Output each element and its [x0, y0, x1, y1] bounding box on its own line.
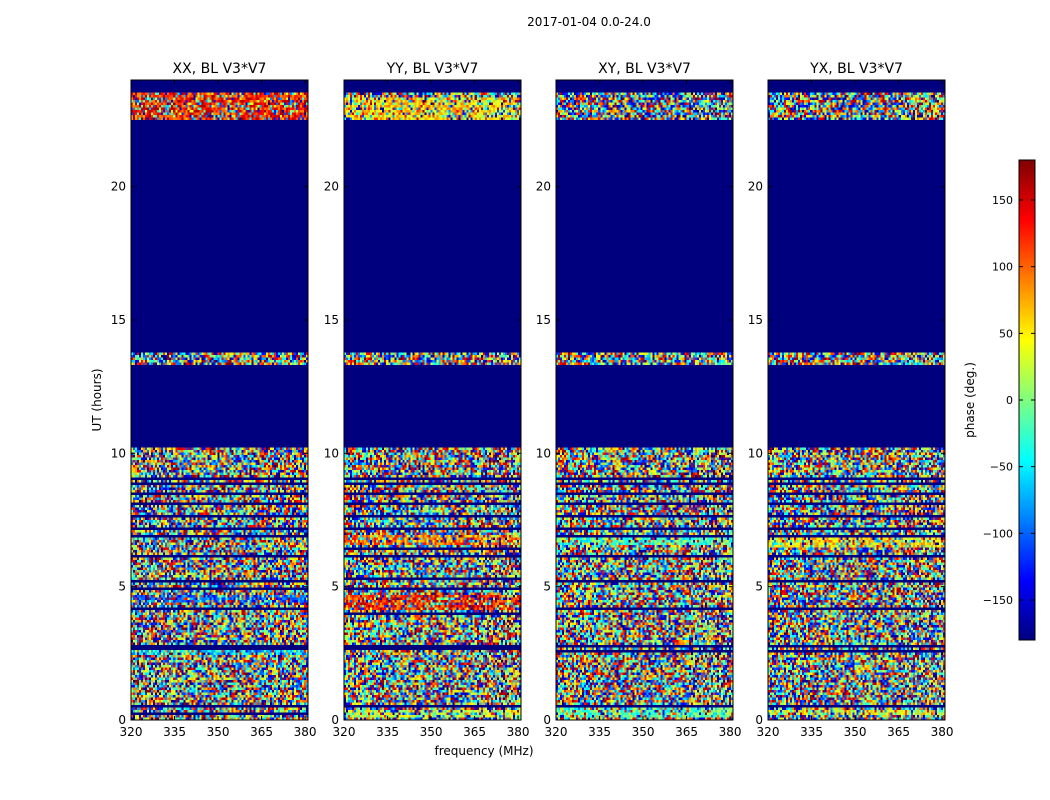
- panel-frame: [555, 79, 734, 721]
- colorbar-tick-label: 100: [992, 261, 1013, 274]
- y-tick-label: 10: [536, 446, 551, 460]
- colorbar-tick-label: 50: [999, 327, 1013, 340]
- panel-title: XY, BL V3*V7: [598, 61, 691, 77]
- colorbar-ticks: 150 100 50 0 −50 −100 −150: [983, 194, 1035, 607]
- panel-frame: [343, 79, 522, 721]
- x-tick-label: 365: [250, 725, 273, 739]
- x-tick-label: 335: [376, 725, 399, 739]
- x-tick-label: 320: [545, 725, 568, 739]
- x-tick-label: 365: [463, 725, 486, 739]
- y-tick-label: 20: [536, 180, 551, 194]
- x-tick-label: 380: [719, 725, 742, 739]
- panel-title: YX, BL V3*V7: [809, 61, 903, 77]
- y-tick-label: 10: [111, 446, 126, 460]
- x-tick-label: 350: [420, 725, 443, 739]
- x-tick-label: 320: [120, 725, 143, 739]
- panel-frame: [130, 79, 309, 721]
- y-tick-label: 10: [748, 446, 763, 460]
- x-tick-label: 365: [675, 725, 698, 739]
- y-tick-label: 20: [324, 180, 339, 194]
- heatmap-raster: [344, 80, 521, 720]
- x-tick-label: 320: [333, 725, 356, 739]
- panel-title: YY, BL V3*V7: [386, 61, 479, 77]
- panel-1: XX, BL V3*V7 320 335 350 365 380 0 5 10 15 20: [111, 61, 317, 739]
- panel-frame: [767, 79, 946, 721]
- x-tick-label: 350: [207, 725, 230, 739]
- y-tick-label: 0: [331, 713, 339, 727]
- y-tick-label: 15: [111, 313, 126, 327]
- x-tick-label: 380: [931, 725, 954, 739]
- panel-title: XX, BL V3*V7: [173, 61, 267, 77]
- x-tick-label: 335: [800, 725, 823, 739]
- y-tick-label: 10: [324, 446, 339, 460]
- x-tick-label: 380: [294, 725, 317, 739]
- y-tick-label: 15: [536, 313, 551, 327]
- x-tick-label: 335: [163, 725, 186, 739]
- y-axis-label: UT (hours): [90, 368, 104, 431]
- x-tick-label: 335: [588, 725, 611, 739]
- x-tick-label: 350: [632, 725, 655, 739]
- colorbar-tick-label: −50: [990, 461, 1013, 474]
- colorbar-tick-label: 150: [992, 194, 1013, 207]
- figure-title: 2017-01-04 0.0-24.0: [527, 15, 651, 29]
- x-tick-label: 380: [507, 725, 530, 739]
- y-tick-label: 5: [331, 580, 339, 594]
- colorbar: 150 100 50 0 −50 −100 −150 phase (deg.): [963, 159, 1036, 641]
- colorbar-tick-label: −150: [983, 594, 1013, 607]
- x-axis-label: frequency (MHz): [434, 744, 533, 758]
- y-tick-label: 15: [324, 313, 339, 327]
- heatmap-raster: [131, 80, 308, 720]
- colorbar-tick-label: 0: [1006, 394, 1013, 407]
- y-tick-label: 5: [543, 580, 551, 594]
- panel-2: YY, BL V3*V7 320 335 350 365 380 0 5 10 15 20: [324, 61, 530, 739]
- x-tick-label: 320: [757, 725, 780, 739]
- colorbar-tick-label: −100: [983, 527, 1013, 540]
- y-tick-label: 20: [748, 180, 763, 194]
- y-tick-label: 5: [118, 580, 126, 594]
- y-tick-label: 0: [755, 713, 763, 727]
- panel-4: YX, BL V3*V7 320 335 350 365 380 0 5 10 15 20: [748, 61, 954, 739]
- heatmap-raster: [556, 80, 733, 720]
- y-tick-label: 20: [111, 180, 126, 194]
- y-tick-label: 0: [543, 713, 551, 727]
- y-tick-label: 0: [118, 713, 126, 727]
- heatmap-raster: [768, 80, 945, 720]
- x-tick-label: 350: [844, 725, 867, 739]
- panel-3: XY, BL V3*V7 320 335 350 365 380 0 5 10 15 20: [536, 61, 742, 739]
- y-tick-label: 15: [748, 313, 763, 327]
- y-tick-label: 5: [755, 580, 763, 594]
- x-tick-label: 365: [887, 725, 910, 739]
- colorbar-label: phase (deg.): [963, 362, 977, 438]
